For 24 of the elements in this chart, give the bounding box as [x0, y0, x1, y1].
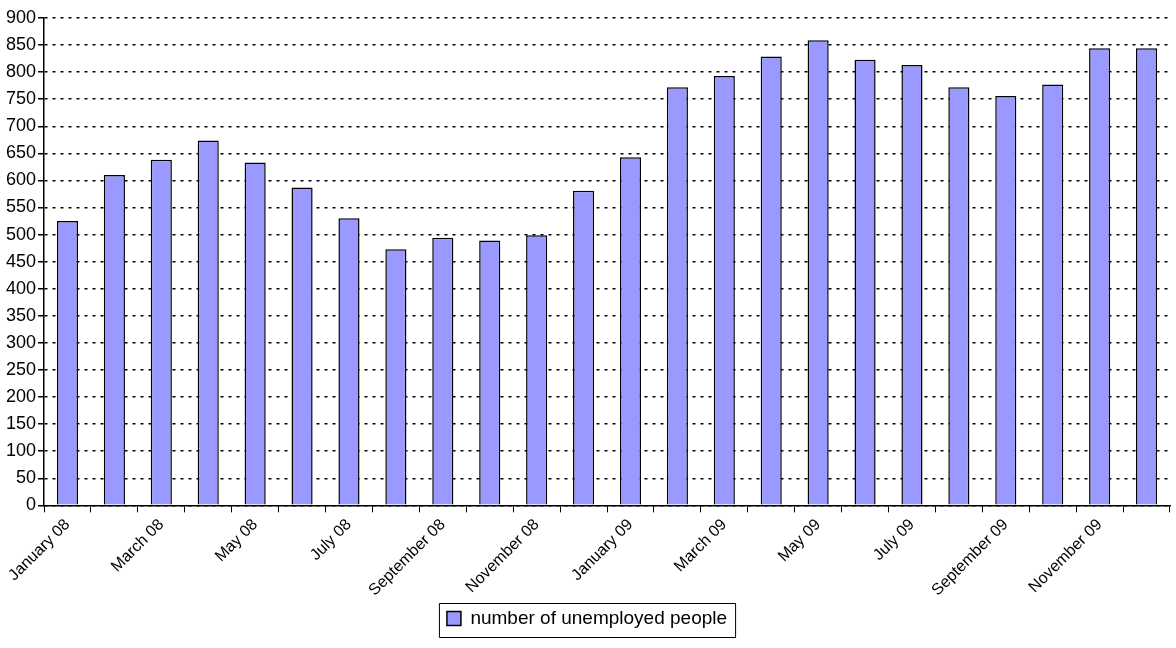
y-tick-label: 300	[5, 331, 37, 352]
y-tick-label: 200	[5, 386, 37, 407]
y-tick-label: 350	[5, 304, 37, 325]
x-tick-label: July 08	[306, 515, 355, 564]
legend-label: number of unemployed people	[470, 606, 728, 628]
y-tick-label: 450	[5, 250, 37, 271]
y-tick-label: 850	[5, 34, 37, 55]
y-tick-label: 400	[5, 277, 37, 298]
y-tick-label: 650	[5, 142, 37, 163]
y-tick-label: 250	[5, 358, 37, 379]
x-tick-label: May 09	[774, 515, 824, 565]
x-tick-label: May 08	[211, 515, 261, 565]
x-tick-label: July 09	[869, 515, 918, 564]
y-tick-label: 0	[26, 494, 37, 515]
y-tick-label: 800	[5, 61, 37, 82]
y-tick-label: 750	[5, 88, 37, 109]
y-tick-label: 700	[5, 115, 37, 136]
y-tick-label: 100	[5, 440, 37, 461]
y-tick-label: 600	[5, 169, 37, 190]
y-tick-label: 900	[5, 6, 37, 27]
y-tick-label: 500	[5, 223, 37, 244]
y-tick-label: 50	[16, 467, 37, 488]
y-tick-label: 550	[5, 196, 37, 217]
y-tick-label: 150	[5, 413, 37, 434]
